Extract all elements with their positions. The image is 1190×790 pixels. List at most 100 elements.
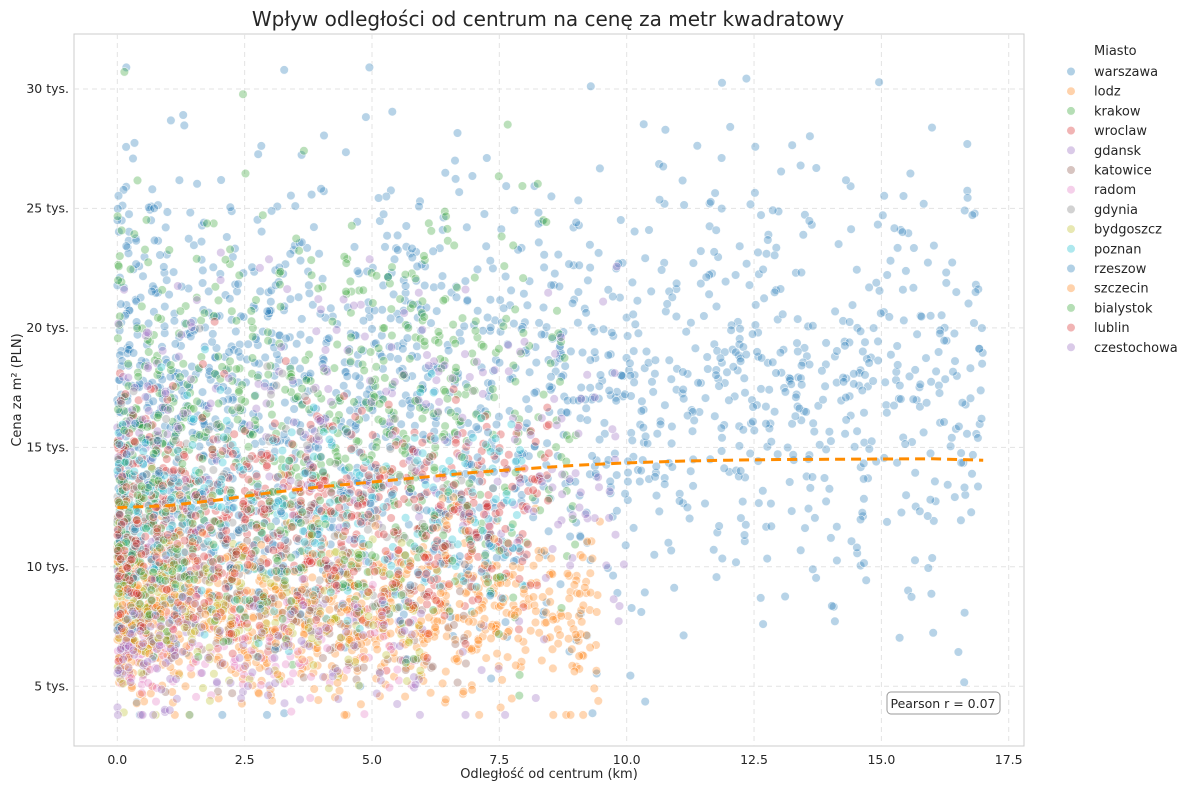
data-point-poznan — [287, 427, 297, 437]
data-point-wroclaw — [417, 438, 427, 448]
data-point-poznan — [494, 446, 504, 456]
data-point-warszawa — [660, 125, 671, 135]
data-point-poznan — [298, 526, 308, 536]
data-point-gdansk — [576, 394, 586, 404]
data-point-warszawa — [450, 156, 460, 166]
data-point-gdansk — [134, 428, 144, 438]
data-point-krakow — [448, 320, 458, 330]
data-point-gdansk — [216, 275, 226, 285]
data-point-warszawa — [895, 380, 905, 391]
data-point-krakow — [419, 312, 429, 322]
data-point-warszawa — [538, 302, 549, 313]
data-point-warszawa — [881, 400, 891, 410]
data-point-warszawa — [950, 356, 960, 366]
data-point-warszawa — [720, 378, 730, 388]
data-point-warszawa — [759, 293, 769, 303]
data-point-gdansk — [607, 424, 618, 434]
data-point-warszawa — [500, 617, 511, 627]
data-point-warszawa — [257, 227, 267, 237]
data-point-warszawa — [751, 300, 761, 310]
data-point-katowice — [449, 620, 459, 630]
data-point-gdansk — [457, 413, 468, 423]
data-point-krakow — [510, 304, 520, 315]
data-point-poznan — [430, 433, 440, 444]
data-point-krakow — [359, 365, 369, 376]
data-point-warszawa — [969, 318, 979, 328]
data-point-warszawa — [889, 223, 900, 233]
data-point-gdansk — [500, 710, 510, 720]
data-point-warszawa — [663, 538, 674, 548]
data-point-warszawa — [734, 441, 745, 451]
data-point-warszawa — [967, 469, 977, 479]
data-point-krakow — [417, 414, 428, 424]
data-point-warszawa — [686, 466, 696, 476]
data-point-lodz — [528, 561, 539, 571]
data-point-poznan — [488, 483, 498, 493]
data-point-warszawa — [859, 558, 869, 568]
data-point-gdynia — [245, 454, 255, 464]
data-point-krakow — [119, 67, 129, 77]
data-point-gdansk — [458, 647, 468, 657]
data-point-wroclaw — [409, 494, 419, 505]
data-point-warszawa — [761, 402, 771, 412]
data-point-warszawa — [253, 340, 263, 350]
data-point-gdansk — [609, 594, 619, 604]
data-point-wroclaw — [168, 381, 178, 391]
data-point-gdansk — [399, 308, 409, 318]
data-point-krakow — [546, 358, 556, 368]
data-point-warszawa — [776, 368, 787, 378]
data-point-warszawa — [735, 324, 745, 334]
data-point-warszawa — [587, 708, 598, 718]
data-point-warszawa — [389, 254, 400, 264]
data-point-lodz — [481, 653, 491, 663]
data-point-bydgoszcz — [118, 678, 128, 689]
data-point-warszawa — [973, 481, 983, 492]
data-point-warszawa — [280, 398, 290, 408]
data-point-warszawa — [928, 628, 938, 638]
data-point-warszawa — [295, 364, 305, 374]
data-point-warszawa — [407, 243, 417, 254]
data-point-gdansk — [601, 560, 611, 571]
data-point-warszawa — [882, 517, 892, 527]
data-point-gdansk — [490, 365, 500, 375]
data-point-warszawa — [598, 324, 609, 334]
data-point-warszawa — [225, 294, 235, 304]
data-point-warszawa — [131, 295, 141, 305]
data-point-gdansk — [261, 398, 272, 409]
data-point-poznan — [166, 494, 176, 505]
data-point-warszawa — [941, 278, 951, 288]
data-point-warszawa — [945, 441, 956, 451]
data-point-warszawa — [522, 300, 533, 310]
data-point-warszawa — [711, 301, 722, 312]
data-point-gdynia — [161, 414, 171, 424]
data-point-bydgoszcz — [404, 637, 414, 648]
data-point-wroclaw — [542, 403, 552, 413]
data-point-warszawa — [744, 280, 755, 290]
data-point-gdynia — [300, 392, 310, 402]
data-point-krakow — [368, 298, 378, 308]
data-point-warszawa — [198, 278, 208, 288]
data-point-lodz — [474, 710, 484, 720]
data-point-warszawa — [716, 446, 727, 456]
data-point-krakow — [157, 285, 167, 295]
data-point-warszawa — [750, 320, 761, 330]
data-point-warszawa — [586, 81, 596, 91]
data-point-warszawa — [122, 242, 133, 253]
data-point-wroclaw — [528, 485, 538, 495]
data-point-krakow — [371, 442, 381, 452]
data-point-gdansk — [576, 487, 586, 498]
data-point-warszawa — [748, 417, 758, 427]
data-point-warszawa — [900, 439, 910, 449]
data-point-warszawa — [636, 406, 647, 416]
data-point-warszawa — [539, 250, 549, 260]
data-point-warszawa — [930, 476, 940, 487]
data-point-warszawa — [198, 265, 208, 276]
data-point-warszawa — [319, 130, 329, 141]
data-point-warszawa — [622, 331, 633, 341]
data-point-gdansk — [206, 398, 216, 409]
data-point-wroclaw — [357, 406, 367, 416]
data-point-warszawa — [411, 276, 421, 286]
data-point-katowice — [460, 559, 470, 570]
data-point-warszawa — [640, 696, 650, 707]
data-point-warszawa — [891, 375, 901, 385]
